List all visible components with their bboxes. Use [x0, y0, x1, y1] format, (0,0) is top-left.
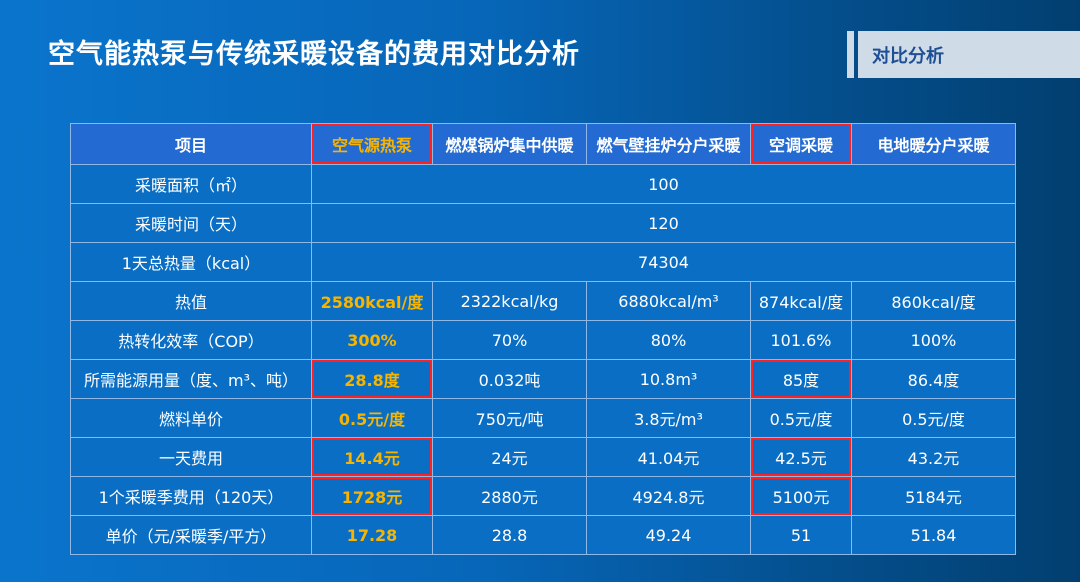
table-cell: 5100元: [750, 476, 852, 516]
table-cell: 4924.8元: [586, 476, 751, 516]
row-label: 1个采暖季费用（120天）: [70, 476, 312, 516]
table-cell: 101.6%: [750, 320, 852, 360]
row-label: 一天费用: [70, 437, 312, 477]
table-cell: 10.8m³: [586, 359, 751, 399]
comparison-table: 项目 空气源热泵 燃煤锅炉集中供暖 燃气壁挂炉分户采暖 空调采暖 电地暖分户采暖 采暖面积…: [70, 123, 1016, 555]
row-label: 1天总热量（kcal）: [70, 242, 312, 282]
table-row: 单价（元/采暖季/平方） 17.28 28.8 49.24 51 51.84: [70, 515, 1016, 555]
page-title: 空气能热泵与传统采暖设备的费用对比分析: [48, 39, 580, 70]
table-row: 热值 2580kcal/度 2322kcal/kg 6880kcal/m³ 874kca…: [70, 281, 1016, 321]
table-row: 热转化效率（COP） 300% 70% 80% 101.6% 100%: [70, 320, 1016, 360]
table-cell: 2880元: [432, 476, 587, 516]
row-label: 采暖面积（㎡）: [70, 164, 312, 204]
table-cell: 874kcal/度: [750, 281, 852, 321]
table-cell: 85度: [750, 359, 852, 399]
column-header: 燃气壁挂炉分户采暖: [586, 123, 751, 165]
table-cell: 51.84: [851, 515, 1016, 555]
table-cell: 28.8: [432, 515, 587, 555]
tag-accent-bar: [847, 31, 854, 78]
table-row: 1天总热量（kcal） 74304: [70, 242, 1016, 282]
table-cell: 51: [750, 515, 852, 555]
column-header: 燃煤锅炉集中供暖: [432, 123, 587, 165]
column-header: 空气源热泵: [311, 123, 433, 165]
row-label: 热值: [70, 281, 312, 321]
table-row: 1个采暖季费用（120天） 1728元 2880元 4924.8元 5100元 5184元: [70, 476, 1016, 516]
table-row: 采暖时间（天） 120: [70, 203, 1016, 243]
column-header: 电地暖分户采暖: [851, 123, 1016, 165]
table-cell: 42.5元: [750, 437, 852, 477]
table-cell: 0.5元/度: [311, 398, 433, 438]
section-tag: 对比分析: [858, 31, 1080, 78]
column-header: 项目: [70, 123, 312, 165]
table-row: 采暖面积（㎡） 100: [70, 164, 1016, 204]
table-cell: 2580kcal/度: [311, 281, 433, 321]
table-cell: 86.4度: [851, 359, 1016, 399]
table-row: 一天费用 14.4元 24元 41.04元 42.5元 43.2元: [70, 437, 1016, 477]
table-cell: 41.04元: [586, 437, 751, 477]
table-cell: 43.2元: [851, 437, 1016, 477]
table-cell: 0.032吨: [432, 359, 587, 399]
table-cell: 49.24: [586, 515, 751, 555]
table-cell: 14.4元: [311, 437, 433, 477]
row-label: 所需能源用量（度、m³、吨）: [70, 359, 312, 399]
row-label: 单价（元/采暖季/平方）: [70, 515, 312, 555]
table-cell: 80%: [586, 320, 751, 360]
table-row: 燃料单价 0.5元/度 750元/吨 3.8元/m³ 0.5元/度 0.5元/度: [70, 398, 1016, 438]
table-cell: 6880kcal/m³: [586, 281, 751, 321]
table-cell: 1728元: [311, 476, 433, 516]
section-tag-label: 对比分析: [872, 46, 944, 67]
table-cell: 0.5元/度: [750, 398, 852, 438]
table-cell: 860kcal/度: [851, 281, 1016, 321]
table-cell: 70%: [432, 320, 587, 360]
row-label: 采暖时间（天）: [70, 203, 312, 243]
table-cell: 750元/吨: [432, 398, 587, 438]
merged-value-cell: 74304: [311, 242, 1016, 282]
table-cell: 28.8度: [311, 359, 433, 399]
column-header: 空调采暖: [750, 123, 852, 165]
table-cell: 100%: [851, 320, 1016, 360]
table-cell: 0.5元/度: [851, 398, 1016, 438]
row-label: 燃料单价: [70, 398, 312, 438]
table-cell: 24元: [432, 437, 587, 477]
table-cell: 17.28: [311, 515, 433, 555]
table-cell: 300%: [311, 320, 433, 360]
table-cell: 5184元: [851, 476, 1016, 516]
table-cell: 2322kcal/kg: [432, 281, 587, 321]
row-label: 热转化效率（COP）: [70, 320, 312, 360]
merged-value-cell: 100: [311, 164, 1016, 204]
merged-value-cell: 120: [311, 203, 1016, 243]
table-cell: 3.8元/m³: [586, 398, 751, 438]
table-row: 所需能源用量（度、m³、吨） 28.8度 0.032吨 10.8m³ 85度 86.4度: [70, 359, 1016, 399]
